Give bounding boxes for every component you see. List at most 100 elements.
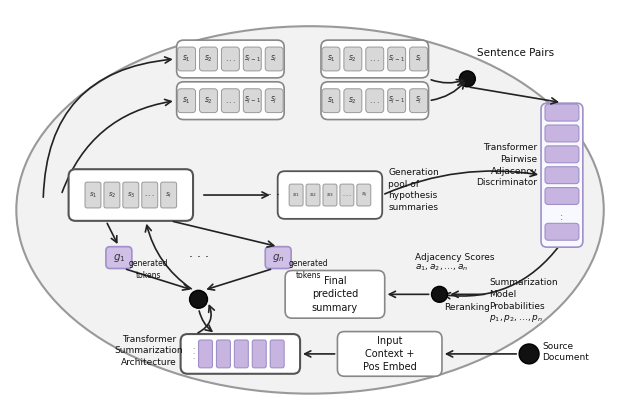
- Text: $s_2$: $s_2$: [204, 95, 213, 106]
- FancyBboxPatch shape: [177, 82, 284, 120]
- FancyBboxPatch shape: [321, 40, 429, 78]
- FancyBboxPatch shape: [289, 184, 303, 206]
- Text: $s_1$: $s_1$: [182, 95, 191, 106]
- Text: $s_{j-1}$: $s_{j-1}$: [388, 95, 405, 106]
- Text: $g_n$: $g_n$: [272, 252, 285, 264]
- FancyBboxPatch shape: [322, 47, 340, 71]
- FancyBboxPatch shape: [278, 171, 382, 219]
- FancyBboxPatch shape: [545, 223, 579, 240]
- Text: · · ·: · · ·: [189, 251, 209, 264]
- FancyBboxPatch shape: [337, 332, 442, 376]
- FancyBboxPatch shape: [178, 47, 196, 71]
- Circle shape: [431, 286, 447, 302]
- Text: :: :: [561, 212, 564, 222]
- FancyBboxPatch shape: [221, 89, 239, 113]
- FancyBboxPatch shape: [545, 104, 579, 121]
- Text: $s_i$: $s_i$: [271, 54, 278, 64]
- FancyBboxPatch shape: [265, 89, 283, 113]
- Circle shape: [460, 71, 476, 87]
- Text: $s_3$: $s_3$: [326, 191, 334, 199]
- FancyBboxPatch shape: [545, 188, 579, 204]
- FancyBboxPatch shape: [270, 340, 284, 368]
- FancyBboxPatch shape: [234, 340, 248, 368]
- FancyBboxPatch shape: [545, 167, 579, 184]
- FancyBboxPatch shape: [243, 47, 261, 71]
- Text: $s_{i-1}$: $s_{i-1}$: [388, 54, 405, 64]
- FancyBboxPatch shape: [178, 89, 196, 113]
- FancyBboxPatch shape: [106, 247, 132, 269]
- Text: $...$: $...$: [145, 192, 155, 198]
- Text: generated
tokens: generated tokens: [288, 259, 328, 280]
- Text: $s_2$: $s_2$: [309, 191, 317, 199]
- FancyBboxPatch shape: [123, 182, 139, 208]
- FancyBboxPatch shape: [285, 271, 385, 318]
- FancyBboxPatch shape: [200, 89, 218, 113]
- FancyBboxPatch shape: [200, 47, 218, 71]
- Text: $s_1$: $s_1$: [326, 54, 335, 64]
- Text: $s_j$: $s_j$: [360, 190, 367, 200]
- FancyBboxPatch shape: [545, 146, 579, 163]
- FancyBboxPatch shape: [388, 89, 406, 113]
- Text: $s_3$: $s_3$: [127, 190, 135, 200]
- Text: $s_1$: $s_1$: [89, 190, 97, 200]
- Text: $s_2$: $s_2$: [108, 190, 116, 200]
- FancyBboxPatch shape: [323, 184, 337, 206]
- FancyBboxPatch shape: [104, 182, 120, 208]
- Text: Input
Context +
Pos Embed: Input Context + Pos Embed: [363, 336, 417, 372]
- FancyBboxPatch shape: [265, 247, 291, 269]
- FancyBboxPatch shape: [357, 184, 371, 206]
- Text: $s_2$: $s_2$: [204, 54, 213, 64]
- Text: $s_1$: $s_1$: [292, 191, 300, 199]
- Text: $...$: $...$: [225, 96, 236, 105]
- FancyBboxPatch shape: [340, 184, 354, 206]
- FancyBboxPatch shape: [142, 182, 157, 208]
- FancyBboxPatch shape: [410, 47, 428, 71]
- FancyBboxPatch shape: [366, 47, 384, 71]
- Text: $s_j$: $s_j$: [415, 95, 422, 106]
- FancyBboxPatch shape: [221, 47, 239, 71]
- Text: $s_2$: $s_2$: [348, 95, 357, 106]
- Text: $s_{i-1}$: $s_{i-1}$: [244, 54, 260, 64]
- Text: $s_i$: $s_i$: [165, 190, 172, 200]
- Text: $...$: $...$: [342, 193, 352, 198]
- FancyBboxPatch shape: [161, 182, 177, 208]
- Text: $a_1, a_2, \ldots, a_n$: $a_1, a_2, \ldots, a_n$: [415, 262, 468, 273]
- FancyBboxPatch shape: [366, 89, 384, 113]
- Text: $s_{j-1}$: $s_{j-1}$: [244, 95, 260, 106]
- FancyBboxPatch shape: [410, 89, 428, 113]
- FancyBboxPatch shape: [216, 340, 230, 368]
- Ellipse shape: [17, 26, 604, 394]
- Text: Transformer
Summarization
Architecture: Transformer Summarization Architecture: [115, 335, 183, 367]
- FancyBboxPatch shape: [344, 47, 362, 71]
- FancyBboxPatch shape: [541, 103, 583, 247]
- Text: $s_j$: $s_j$: [271, 95, 278, 106]
- FancyBboxPatch shape: [545, 125, 579, 142]
- Text: generated
tokens: generated tokens: [129, 259, 168, 280]
- Text: Summarization
Model
Probabilities
$p_1, p_2, \ldots, p_n$: Summarization Model Probabilities $p_1, …: [489, 278, 558, 324]
- Text: $s_1$: $s_1$: [182, 54, 191, 64]
- FancyBboxPatch shape: [180, 334, 300, 374]
- Text: $...$: $...$: [369, 55, 380, 63]
- FancyBboxPatch shape: [388, 47, 406, 71]
- Text: ·
·
·: · · ·: [193, 346, 195, 362]
- FancyBboxPatch shape: [243, 89, 261, 113]
- FancyBboxPatch shape: [177, 40, 284, 78]
- Circle shape: [189, 290, 207, 308]
- FancyBboxPatch shape: [198, 340, 212, 368]
- FancyBboxPatch shape: [85, 182, 101, 208]
- FancyBboxPatch shape: [322, 89, 340, 113]
- Text: · · ·: · · ·: [260, 189, 280, 201]
- FancyBboxPatch shape: [252, 340, 266, 368]
- Text: Adjacency Scores: Adjacency Scores: [415, 253, 494, 262]
- Text: Sentence Pairs: Sentence Pairs: [477, 48, 554, 58]
- Text: Reranking: Reranking: [444, 303, 490, 312]
- Text: $s_i$: $s_i$: [415, 54, 422, 64]
- Text: Transformer
Pairwise
Adjacency
Discriminator: Transformer Pairwise Adjacency Discrimin…: [476, 143, 537, 188]
- Text: $g_1$: $g_1$: [113, 252, 125, 264]
- FancyBboxPatch shape: [344, 89, 362, 113]
- Text: $...$: $...$: [369, 96, 380, 105]
- Text: $s_1$: $s_1$: [326, 95, 335, 106]
- FancyBboxPatch shape: [265, 47, 283, 71]
- Text: $...$: $...$: [225, 55, 236, 63]
- FancyBboxPatch shape: [68, 169, 193, 221]
